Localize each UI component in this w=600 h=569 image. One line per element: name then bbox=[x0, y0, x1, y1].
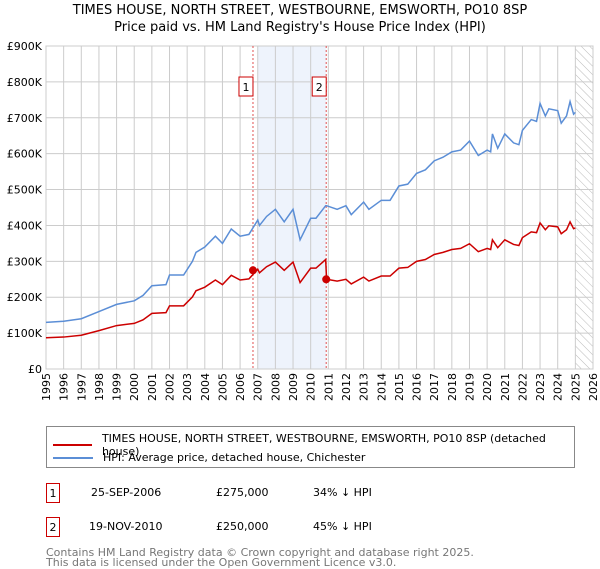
x-tick-label: 2017 bbox=[428, 373, 441, 401]
x-tick-label: 1996 bbox=[58, 373, 71, 401]
sale-label: 2 bbox=[316, 81, 323, 94]
x-tick-label: 2011 bbox=[322, 373, 335, 401]
chart-subtitle: Price paid vs. HM Land Registry's House … bbox=[114, 20, 486, 35]
legend-swatch-property bbox=[53, 444, 92, 446]
x-tick-label: 2012 bbox=[340, 373, 353, 401]
legend-label-property: TIMES HOUSE, NORTH STREET, WESTBOURNE, E… bbox=[101, 432, 546, 458]
sale-marker-badge: 1 bbox=[46, 483, 60, 503]
y-tick-label: £600K bbox=[7, 148, 43, 161]
footer-line-1: Contains HM Land Registry data © Crown c… bbox=[46, 546, 474, 559]
x-tick-label: 1997 bbox=[75, 373, 88, 401]
forecast-hatch bbox=[575, 46, 593, 369]
x-tick-label: 1995 bbox=[40, 373, 53, 401]
legend-swatch-hpi bbox=[53, 456, 93, 459]
x-tick-label: 2014 bbox=[375, 373, 388, 401]
legend-label-hpi: HPI: Average price, detached house, Chic… bbox=[103, 451, 366, 464]
x-tick-label: 2020 bbox=[481, 373, 494, 401]
x-tick-label: 2004 bbox=[199, 373, 212, 401]
chart-title: TIMES HOUSE, NORTH STREET, WESTBOURNE, E… bbox=[72, 3, 528, 18]
sale-point bbox=[248, 266, 257, 275]
footer: Contains HM Land Registry data © Crown c… bbox=[46, 546, 474, 568]
x-tick-label: 2003 bbox=[181, 373, 194, 401]
y-tick-label: £500K bbox=[7, 184, 43, 197]
sale-hpi-diff: 45% ↓ HPI bbox=[313, 520, 372, 533]
x-tick-label: 2008 bbox=[269, 373, 282, 401]
x-tick-label: 2009 bbox=[287, 373, 300, 401]
x-tick-label: 2025 bbox=[569, 373, 582, 401]
property-line bbox=[45, 220, 576, 339]
sale-hpi-diff: 34% ↓ HPI bbox=[313, 486, 372, 499]
x-tick-label: 1999 bbox=[111, 373, 124, 401]
y-tick-label: £0 bbox=[28, 363, 42, 376]
y-tick-label: £800K bbox=[7, 76, 43, 89]
sale-price: £275,000 bbox=[216, 486, 269, 499]
sale-point bbox=[322, 275, 331, 284]
legend: TIMES HOUSE, NORTH STREET, WESTBOURNE, E… bbox=[46, 426, 575, 468]
x-tick-label: 2022 bbox=[516, 373, 529, 401]
hpi-line bbox=[45, 98, 576, 324]
x-tick-label: 2010 bbox=[305, 373, 318, 401]
shaded-period bbox=[257, 46, 327, 369]
x-tick-label: 2023 bbox=[534, 373, 547, 401]
sale-date: 25-SEP-2006 bbox=[91, 486, 162, 499]
sale-label-box bbox=[238, 76, 254, 97]
sale-marker-badge: 2 bbox=[46, 517, 60, 537]
y-tick-label: £900K bbox=[7, 40, 43, 53]
y-tick-label: £300K bbox=[7, 255, 43, 268]
x-tick-label: 2001 bbox=[146, 373, 159, 401]
x-tick-label: 2026 bbox=[587, 373, 600, 401]
x-tick-label: 2005 bbox=[216, 373, 229, 401]
x-tick-label: 2021 bbox=[499, 373, 512, 401]
x-tick-label: 2007 bbox=[252, 373, 265, 401]
x-tick-label: 2013 bbox=[358, 373, 371, 401]
sale-label-box bbox=[311, 76, 327, 97]
sale-label: 1 bbox=[242, 81, 249, 94]
x-tick-label: 2006 bbox=[234, 373, 247, 401]
y-tick-label: £700K bbox=[7, 112, 43, 125]
plot-border bbox=[45, 45, 594, 370]
x-tick-label: 2000 bbox=[128, 373, 141, 401]
y-tick-label: £100K bbox=[7, 327, 43, 340]
x-tick-label: 2002 bbox=[164, 373, 177, 401]
price-chart: 1995 1996 1997 1998 1999 2000 2001 2002 2003 2004… bbox=[7, 40, 600, 401]
y-tick-label: £200K bbox=[7, 291, 43, 304]
x-tick-label: 2015 bbox=[393, 373, 406, 401]
sale-row-2: 2 19-NOV-2010 £250,000 45% ↓ HPI bbox=[46, 517, 446, 537]
x-tick-label: 2024 bbox=[552, 373, 565, 401]
x-tick-label: 2016 bbox=[411, 373, 424, 401]
sale-row-1: 1 25-SEP-2006 £275,000 34% ↓ HPI bbox=[46, 483, 446, 503]
x-tick-label: 2018 bbox=[446, 373, 459, 401]
x-tick-label: 2019 bbox=[463, 373, 476, 401]
sale-price: £250,000 bbox=[216, 520, 269, 533]
sale-date: 19-NOV-2010 bbox=[89, 520, 163, 533]
x-tick-label: 1998 bbox=[93, 373, 106, 401]
y-tick-label: £400K bbox=[7, 219, 43, 232]
